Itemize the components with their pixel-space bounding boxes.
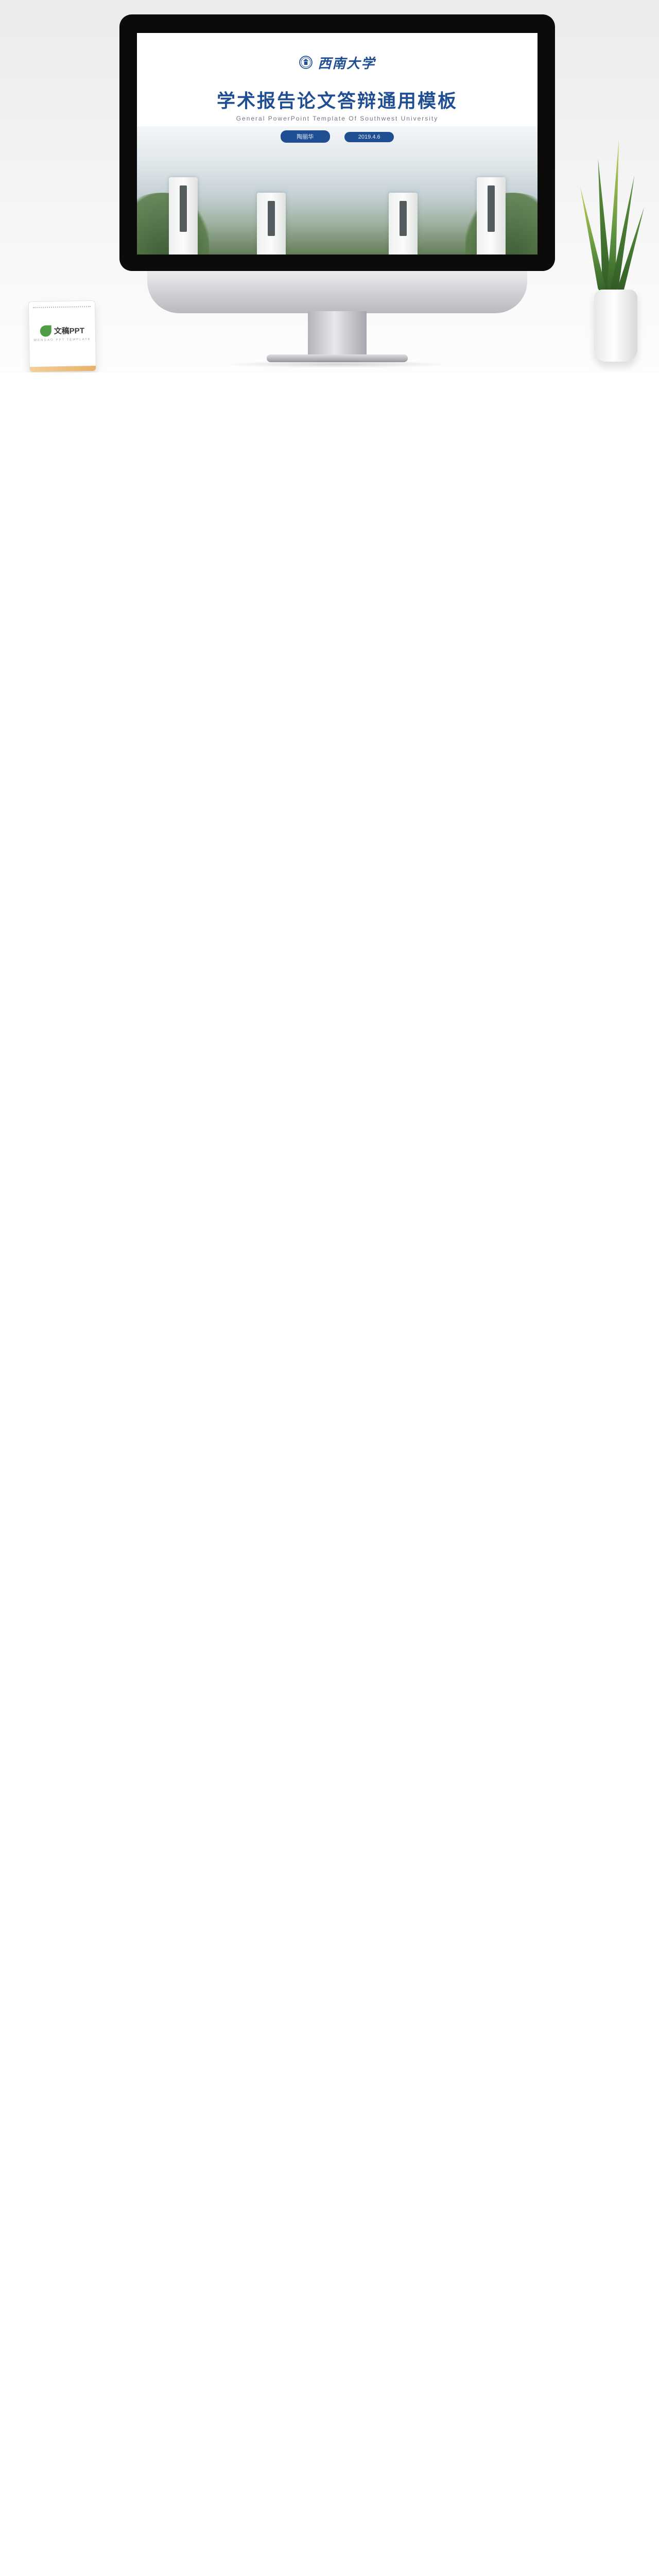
monitor-chin: [147, 271, 527, 313]
gate-pillar: [388, 193, 418, 255]
brand-logo: 文稿PPT WENGAO PPT TEMPLATE: [29, 325, 96, 342]
cover-title: 学术报告论文答辩通用模板: [216, 91, 458, 112]
author-pill: 陶丽华: [280, 130, 330, 143]
desk-calendar: 文稿PPT WENGAO PPT TEMPLATE: [28, 300, 97, 372]
monitor-stand-neck: [308, 311, 367, 355]
slides-grid: [0, 372, 659, 394]
calendar-edge: [30, 365, 96, 372]
hero-section: 西南大学 学术报告论文答辩通用模板 General PowerPoint Tem…: [0, 0, 659, 372]
plant-vase: [594, 290, 637, 362]
brand-name: 文稿PPT: [54, 326, 85, 336]
cover-pills: 陶丽华 2019.4.6: [137, 130, 537, 143]
university-name: 西南大学: [318, 56, 376, 71]
brand-subtitle: WENGAO PPT TEMPLATE: [33, 338, 91, 342]
monitor-shadow: [221, 361, 453, 368]
gate-pillar: [169, 177, 198, 255]
calendar-coil: [32, 302, 91, 308]
cover-subtitle: General PowerPoint Template Of Southwest…: [236, 115, 439, 123]
university-logo: 西南大学: [137, 53, 537, 72]
gate-pillar: [476, 177, 506, 255]
university-seal-icon: [299, 56, 313, 69]
date-pill: 2019.4.6: [344, 132, 394, 143]
imac-monitor-mockup: 西南大学 学术报告论文答辩通用模板 General PowerPoint Tem…: [119, 14, 555, 271]
gate-pillar: [257, 193, 286, 255]
monitor-screen: 西南大学 学术报告论文答辩通用模板 General PowerPoint Tem…: [137, 33, 537, 255]
leaf-logo-icon: [40, 325, 51, 337]
cover-campus-gate-photo: [137, 126, 537, 255]
potted-plant: [570, 148, 659, 370]
monitor-stand-base: [267, 354, 408, 362]
